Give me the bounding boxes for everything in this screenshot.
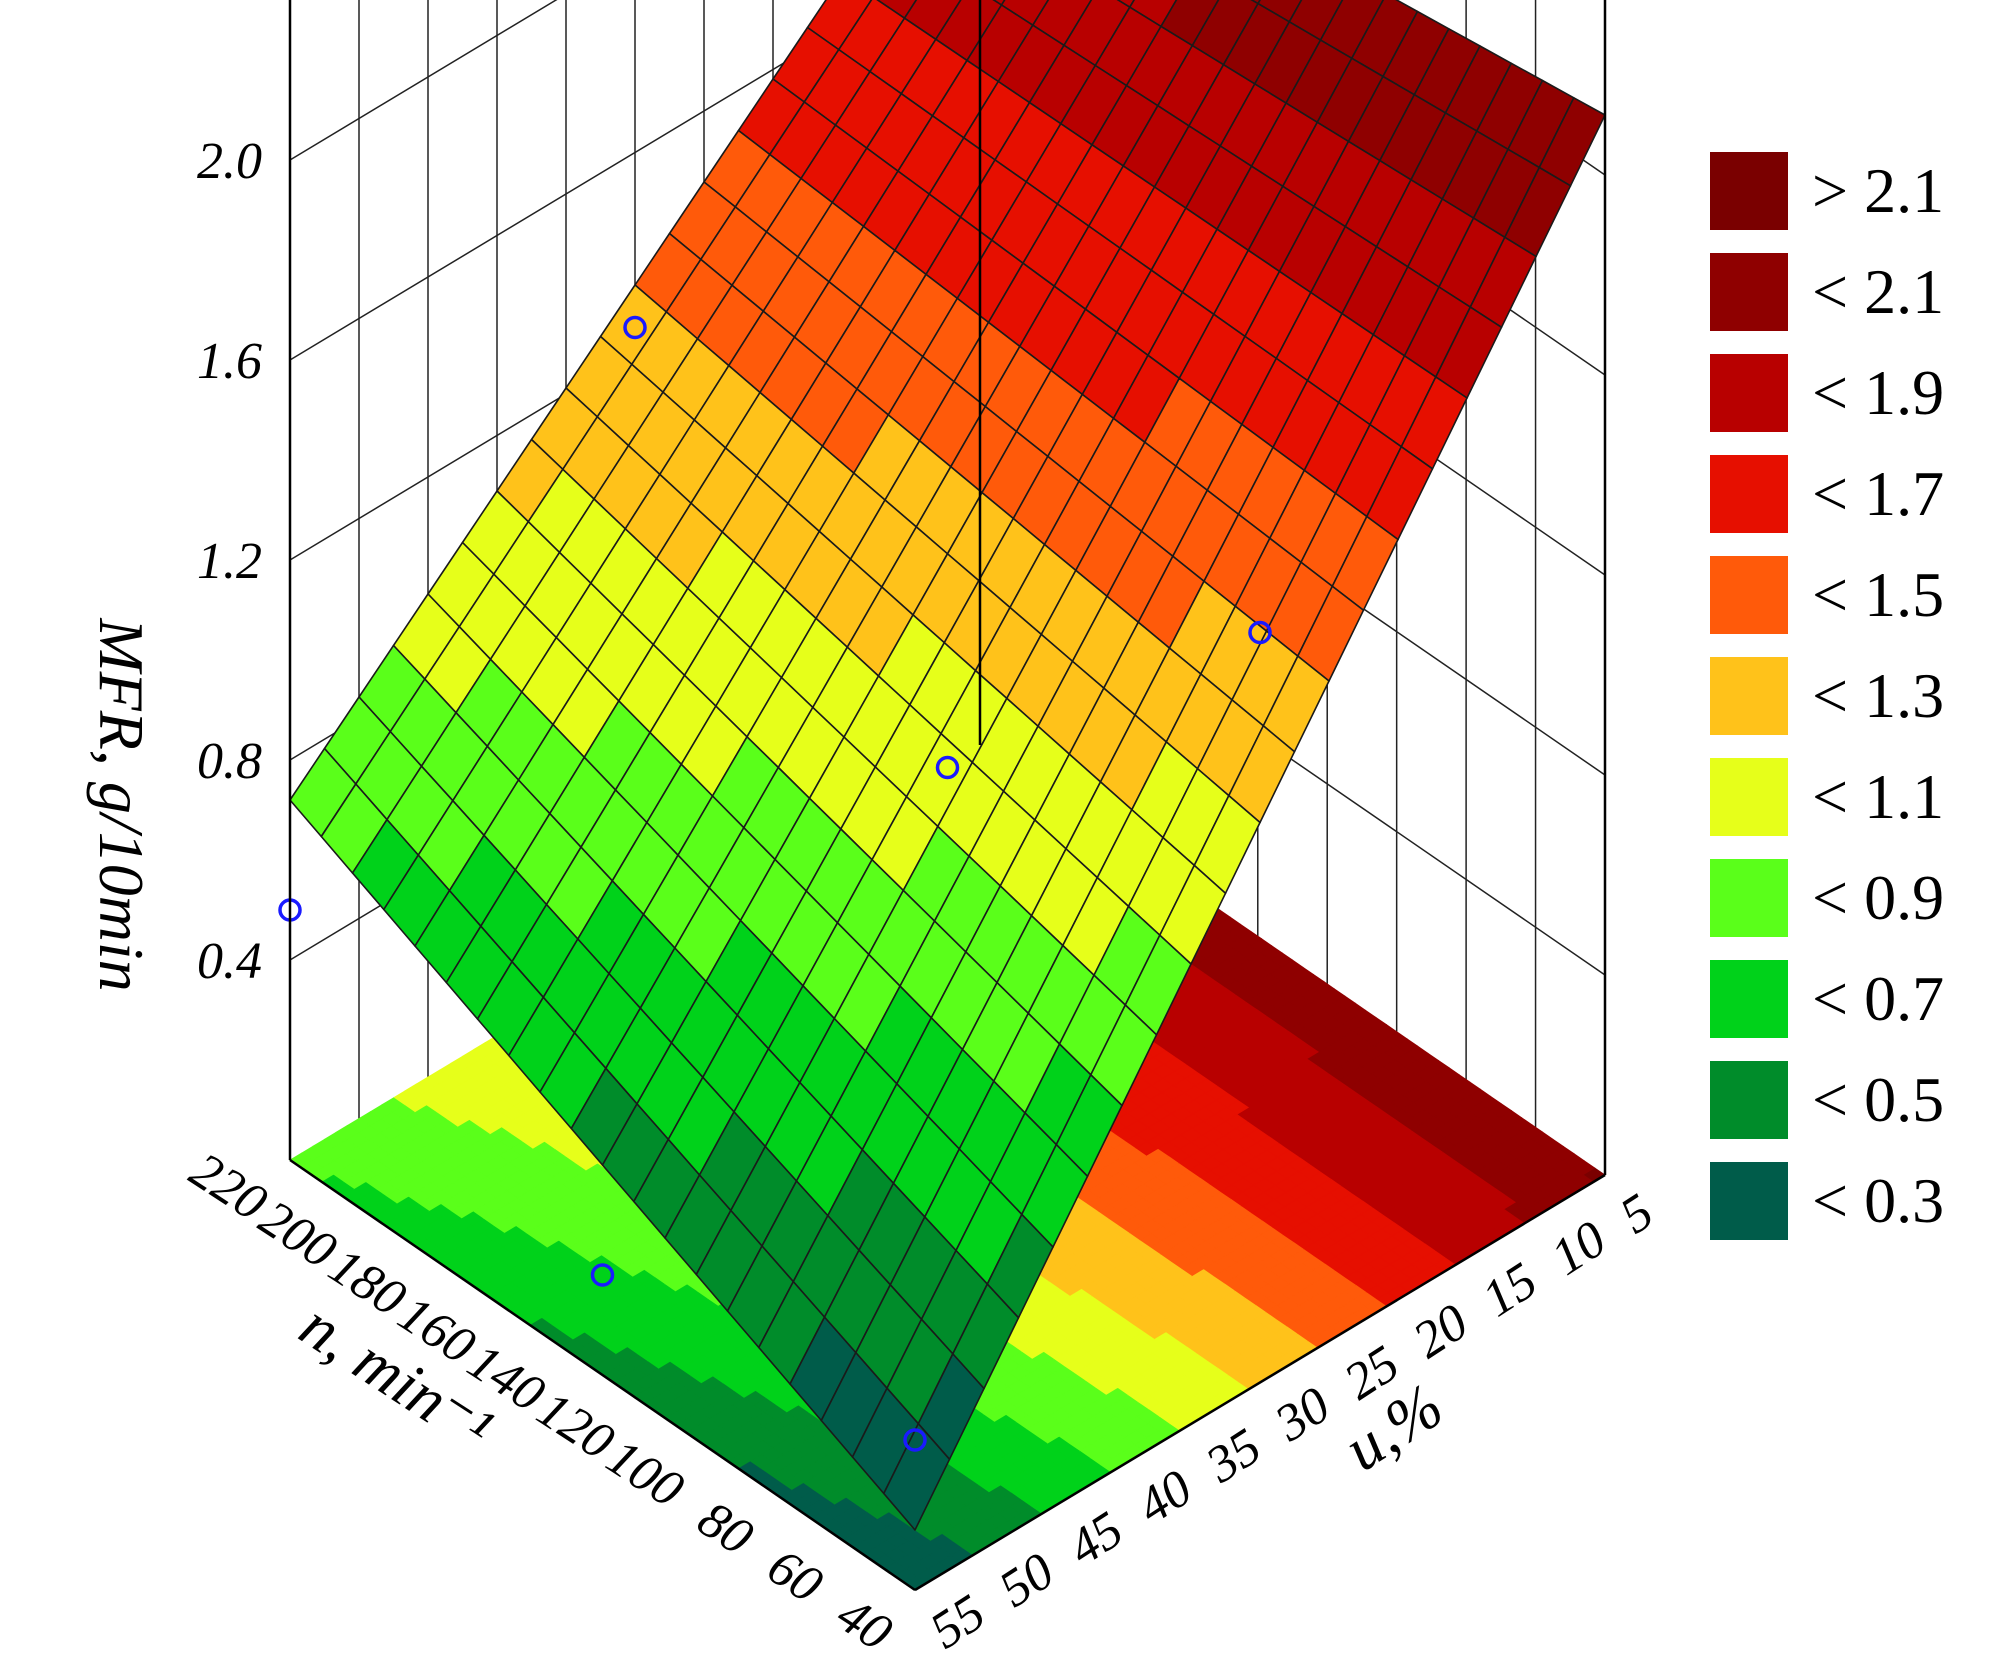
legend-label: < 2.1: [1812, 256, 1944, 327]
data-point: [1248, 620, 1272, 645]
y-tick-label: 35: [1196, 1418, 1271, 1495]
legend-swatch: [1710, 1061, 1788, 1139]
data-point: [935, 755, 960, 780]
z-tick-label: 1.2: [197, 533, 262, 590]
y-tick-label: 20: [1403, 1293, 1478, 1369]
y-tick-label: 10: [1541, 1210, 1616, 1286]
y-tick-label: 50: [989, 1542, 1064, 1618]
z-tick-label: 1.6: [197, 333, 262, 390]
z-tick-label: 2.0: [197, 133, 262, 190]
y-tick-label: 40: [1127, 1459, 1202, 1535]
frame-edge: [289, 1158, 916, 1592]
x-tick-label: 80: [688, 1490, 763, 1566]
legend-label: > 2.1: [1812, 155, 1944, 226]
legend-swatch: [1710, 556, 1788, 634]
legend-label: < 1.5: [1812, 559, 1944, 630]
legend-swatch: [1710, 354, 1788, 432]
legend-swatch: [1710, 1162, 1788, 1240]
legend-label: < 0.9: [1812, 862, 1944, 933]
legend-swatch: [1710, 657, 1788, 735]
data-point: [623, 315, 647, 340]
legend-label: < 1.7: [1812, 458, 1944, 529]
y-tick-label: 45: [1058, 1501, 1133, 1577]
z-tick-label: 0.8: [197, 733, 262, 790]
legend-swatch: [1710, 960, 1788, 1038]
legend-label: < 0.5: [1812, 1064, 1944, 1135]
x-tick-label: 40: [827, 1586, 902, 1662]
legend-label: < 1.1: [1812, 761, 1944, 832]
legend: > 2.1 < 2.1 < 1.9 < 1.7 < 1.5 < 1.3 < 1.1 < 0.9…: [1710, 152, 1944, 1240]
y-tick-label: 15: [1472, 1252, 1547, 1328]
legend-swatch: [1710, 253, 1788, 331]
surface-cell: [882, 1422, 951, 1531]
legend-label: < 0.7: [1812, 963, 1944, 1034]
y-tick-label: 55: [920, 1584, 995, 1660]
z-axis-title: MFR, g/10min: [86, 617, 157, 991]
legend-swatch: [1710, 455, 1788, 533]
y-tick-label: 5: [1610, 1183, 1663, 1245]
data-point: [903, 1428, 927, 1452]
legend-swatch: [1710, 758, 1788, 836]
legend-swatch: [1710, 152, 1788, 230]
response-surface: [289, 0, 1606, 1531]
data-point: [590, 1263, 615, 1287]
y-tick-label: 30: [1265, 1376, 1340, 1453]
legend-label: < 1.9: [1812, 357, 1944, 428]
frame-edge: [914, 1173, 1606, 1592]
legend-label: < 1.3: [1812, 660, 1944, 731]
x-tick-label: 60: [757, 1538, 832, 1614]
legend-swatch: [1710, 859, 1788, 937]
axes-frame: [288, 0, 1607, 1592]
legend-label: < 0.3: [1812, 1165, 1944, 1236]
z-tick-label: 0.4: [197, 933, 262, 990]
